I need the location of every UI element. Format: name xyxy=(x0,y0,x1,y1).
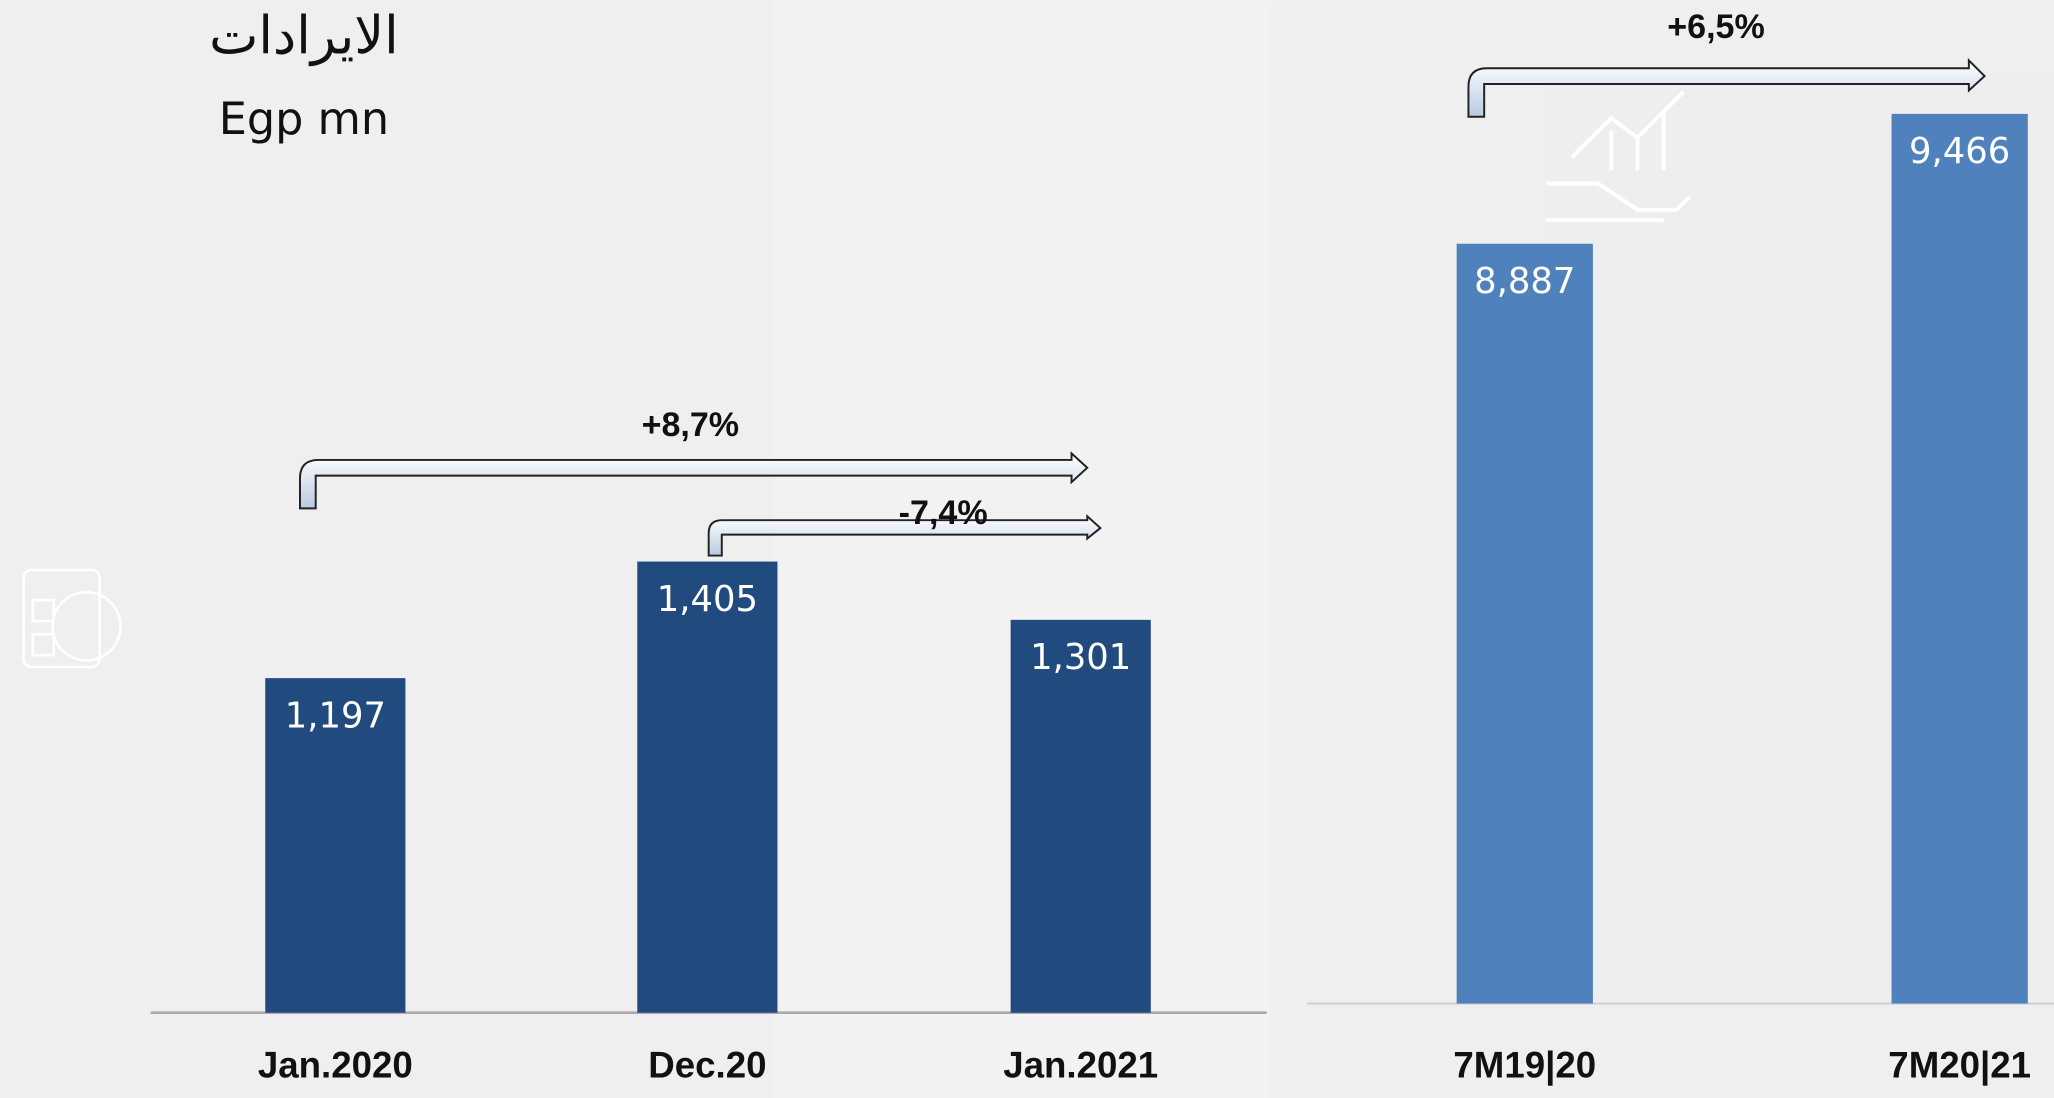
annotation: +6,5% xyxy=(1667,8,1765,46)
value-label: 1,405 xyxy=(657,579,758,620)
x-tick-label: 7M19|20 xyxy=(1453,1044,1596,1086)
chart-title: الايرادات xyxy=(209,5,399,66)
chart-subtitle: Egp mn xyxy=(219,93,389,145)
page: {"chart_data": [ {"type": "bar", "title"… xyxy=(0,0,2054,1098)
x-tick-label: Jan.2021 xyxy=(1003,1044,1158,1085)
value-label: 1,197 xyxy=(285,695,386,736)
value-label: 8,887 xyxy=(1474,261,1575,302)
value-label: 9,466 xyxy=(1909,131,2010,172)
bar xyxy=(1892,114,2028,1004)
annotation: +8,7% xyxy=(642,406,740,444)
bar xyxy=(637,562,777,1013)
chart: الايرادات Egp mn 1,197 Jan.2020 1,405 Dec.2… xyxy=(0,0,2054,1098)
annotation: -7,4% xyxy=(899,494,988,532)
value-label: 1,301 xyxy=(1030,637,1131,678)
x-tick-label: 7M20|21 xyxy=(1888,1044,2031,1086)
x-tick-label: Jan.2020 xyxy=(258,1044,413,1085)
bar xyxy=(1457,244,1593,1004)
x-tick-label: Dec.20 xyxy=(648,1044,766,1085)
bar xyxy=(1011,620,1151,1013)
